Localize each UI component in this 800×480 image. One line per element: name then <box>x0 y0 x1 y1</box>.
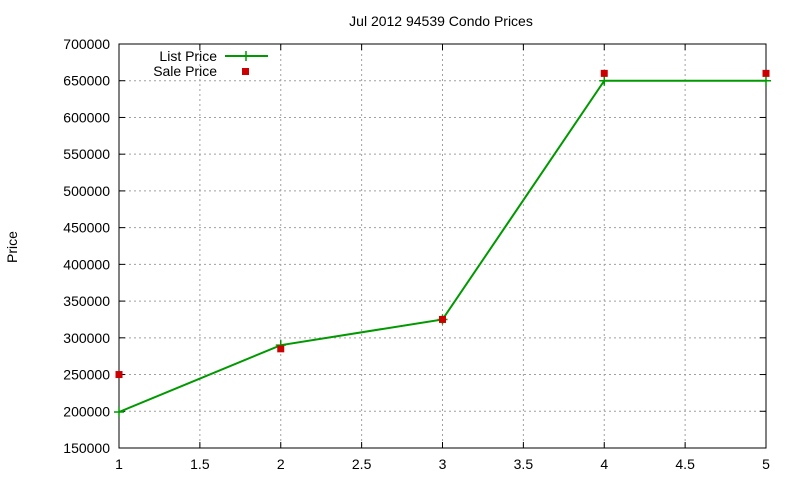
y-tick-label: 200000 <box>63 403 110 419</box>
y-tick-label: 700000 <box>63 36 110 52</box>
x-tick-label: 4 <box>600 456 608 472</box>
series-layer <box>114 69 771 418</box>
y-tick-label: 150000 <box>63 440 110 456</box>
y-tick-label: 550000 <box>63 146 110 162</box>
legend-plus <box>241 51 251 61</box>
data-point <box>762 69 770 77</box>
data-point <box>439 315 446 323</box>
y-tick-label: 650000 <box>63 73 110 89</box>
x-tick-label: 2 <box>277 456 285 472</box>
y-tick-label: 250000 <box>63 367 110 383</box>
x-tick-label: 5 <box>762 456 770 472</box>
y-axis: 150000 200000 250000 300000 350000 400000 4500… <box>63 36 766 456</box>
x-tick-label: 1.5 <box>190 456 210 472</box>
x-tick-label: 4.5 <box>675 456 695 472</box>
legend: List Price Sale Price <box>153 48 268 79</box>
legend-label-sale-price: Sale Price <box>153 63 217 79</box>
legend-marker-list-price <box>241 51 251 61</box>
data-point <box>600 69 608 77</box>
y-tick-label: 400000 <box>63 256 110 272</box>
data-point <box>114 407 124 418</box>
x-axis: 1 1.5 2 2.5 3 3.5 4 4.5 5 <box>115 44 770 472</box>
plot-frame <box>118 43 767 449</box>
x-tick-label: 2.5 <box>352 456 372 472</box>
legend-label-list-price: List Price <box>159 48 217 64</box>
y-tick-label: 600000 <box>63 109 110 125</box>
series-sale-price <box>115 69 770 379</box>
data-point <box>115 371 123 379</box>
y-tick-label: 350000 <box>63 293 110 309</box>
x-tick-label: 3.5 <box>514 456 534 472</box>
grid <box>119 44 766 448</box>
data-point <box>599 75 610 86</box>
legend-marker-sale-price <box>242 68 249 75</box>
y-tick-label: 450000 <box>63 220 110 236</box>
data-point <box>761 75 771 86</box>
x-tick-label: 1 <box>115 456 123 472</box>
y-tick-label: 300000 <box>63 330 110 346</box>
chart-title: Jul 2012 94539 Condo Prices <box>349 13 533 29</box>
data-point <box>277 345 285 353</box>
y-tick-label: 500000 <box>63 183 110 199</box>
y-axis-label: Price <box>4 231 20 263</box>
x-tick-label: 3 <box>439 456 447 472</box>
